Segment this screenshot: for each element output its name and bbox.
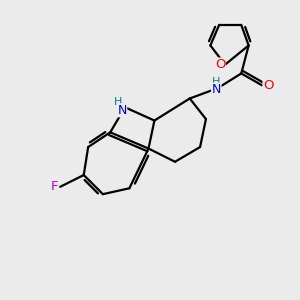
Text: N: N bbox=[212, 83, 221, 96]
Text: F: F bbox=[51, 180, 58, 193]
Text: O: O bbox=[215, 58, 225, 71]
Text: H: H bbox=[212, 77, 220, 87]
Text: N: N bbox=[117, 104, 127, 117]
Text: H: H bbox=[113, 97, 122, 107]
Text: O: O bbox=[263, 79, 274, 92]
